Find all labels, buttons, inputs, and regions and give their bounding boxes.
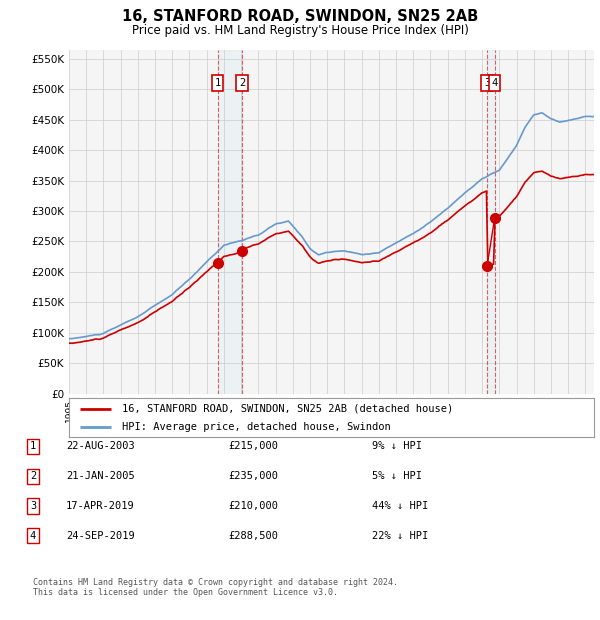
Text: 24-SEP-2019: 24-SEP-2019	[66, 531, 135, 541]
Text: 5% ↓ HPI: 5% ↓ HPI	[372, 471, 422, 481]
Text: 16, STANFORD ROAD, SWINDON, SN25 2AB: 16, STANFORD ROAD, SWINDON, SN25 2AB	[122, 9, 478, 24]
Text: £215,000: £215,000	[228, 441, 278, 451]
Text: 9% ↓ HPI: 9% ↓ HPI	[372, 441, 422, 451]
Text: 3: 3	[484, 78, 490, 88]
Text: 4: 4	[491, 78, 498, 88]
Text: Contains HM Land Registry data © Crown copyright and database right 2024.
This d: Contains HM Land Registry data © Crown c…	[33, 578, 398, 597]
Text: 3: 3	[30, 501, 36, 511]
Text: 16, STANFORD ROAD, SWINDON, SN25 2AB (detached house): 16, STANFORD ROAD, SWINDON, SN25 2AB (de…	[121, 404, 453, 414]
Text: 1: 1	[215, 78, 221, 88]
Text: 2: 2	[30, 471, 36, 481]
Text: £288,500: £288,500	[228, 531, 278, 541]
Bar	[218, 50, 242, 394]
Text: 1: 1	[30, 441, 36, 451]
Bar	[487, 50, 494, 394]
Text: HPI: Average price, detached house, Swindon: HPI: Average price, detached house, Swin…	[121, 422, 390, 432]
Text: 4: 4	[30, 531, 36, 541]
Text: 2: 2	[239, 78, 245, 88]
Text: 21-JAN-2005: 21-JAN-2005	[66, 471, 135, 481]
Text: 44% ↓ HPI: 44% ↓ HPI	[372, 501, 428, 511]
Text: 22-AUG-2003: 22-AUG-2003	[66, 441, 135, 451]
Text: 22% ↓ HPI: 22% ↓ HPI	[372, 531, 428, 541]
Text: £235,000: £235,000	[228, 471, 278, 481]
Text: £210,000: £210,000	[228, 501, 278, 511]
Text: 17-APR-2019: 17-APR-2019	[66, 501, 135, 511]
Text: Price paid vs. HM Land Registry's House Price Index (HPI): Price paid vs. HM Land Registry's House …	[131, 24, 469, 37]
